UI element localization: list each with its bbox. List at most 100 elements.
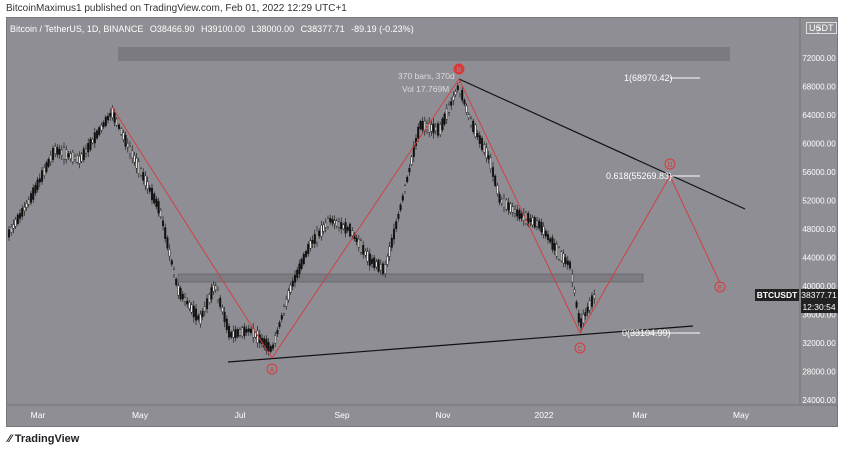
candle-body	[32, 187, 35, 200]
candle-body	[311, 239, 314, 244]
candle-body	[569, 261, 572, 269]
candle-body	[549, 238, 552, 243]
candle-body	[430, 124, 433, 132]
candle-body	[89, 138, 92, 150]
candle-body	[36, 179, 39, 190]
candle-body	[547, 234, 550, 240]
fib-label-1: 1(68970.42)	[624, 73, 673, 83]
candle-body	[58, 149, 61, 155]
candle-body	[448, 104, 451, 113]
candle-body	[98, 127, 101, 136]
candle-body	[126, 143, 129, 148]
candle-body	[465, 105, 468, 113]
candle-body	[95, 130, 98, 139]
candle-body	[406, 176, 409, 182]
wave-label-c[interactable]: C	[574, 342, 586, 354]
current-price-label[interactable]: BTCUSDT 38377.71 12:30:54	[755, 289, 838, 313]
candle-body	[395, 221, 398, 230]
candle-body	[441, 118, 444, 131]
high-value: H39100.00	[200, 24, 246, 34]
candle-body	[47, 159, 50, 167]
candle-body	[368, 253, 371, 266]
candle-body	[324, 222, 327, 228]
candle-body	[496, 185, 499, 194]
elliott-wave-path[interactable]	[111, 78, 721, 359]
candle-body	[397, 214, 400, 219]
candle-body	[197, 315, 200, 320]
tradingview-logo[interactable]: ⁄⁄ TradingView	[8, 433, 80, 445]
candle-body	[294, 274, 297, 283]
candle-body	[278, 322, 281, 328]
candle-body	[461, 90, 464, 101]
wave-label-b[interactable]: B	[453, 63, 465, 75]
candle-body	[27, 199, 30, 205]
lower-trendline[interactable]	[227, 325, 694, 363]
symbol-info: Bitcoin / TetherUS, 1D, BINANCE O38466.9…	[10, 24, 418, 34]
candle-body	[432, 123, 435, 134]
candle-body	[172, 269, 175, 276]
candle-body	[205, 298, 208, 309]
candle-body	[179, 287, 182, 300]
candle-body	[470, 118, 473, 126]
svg-text:A: A	[270, 367, 275, 374]
price-tag-bg	[801, 289, 838, 313]
svg-text:E: E	[718, 285, 723, 292]
symbol-name: Bitcoin / TetherUS, 1D, BINANCE	[10, 24, 144, 34]
price-tick-label: 40000.00	[802, 282, 836, 291]
candle-body	[208, 294, 211, 303]
price-tick-label: 44000.00	[802, 254, 836, 263]
candle-body	[316, 230, 319, 243]
candle-body	[137, 161, 140, 174]
candle-body	[148, 187, 151, 192]
wave-label-a[interactable]: A	[266, 363, 278, 375]
candle-body	[157, 201, 160, 214]
candle-body	[362, 245, 365, 255]
candle-body	[76, 155, 79, 163]
candle-body	[283, 306, 286, 314]
candle-body	[230, 331, 233, 338]
time-tick-label: Mar	[31, 410, 46, 420]
candle-body	[63, 147, 66, 160]
candle-body	[274, 335, 277, 344]
candle-body	[333, 220, 336, 225]
candle-body	[443, 113, 446, 125]
candle-body	[159, 210, 162, 218]
wave-label-e[interactable]: E	[714, 281, 726, 293]
candle-body	[408, 167, 411, 173]
time-tick-label: Mar	[633, 410, 648, 420]
candle-body	[417, 126, 420, 139]
candle-body	[236, 329, 239, 337]
candle-body	[214, 285, 217, 290]
candle-body	[170, 260, 173, 265]
candle-body	[518, 210, 521, 220]
candle-body	[355, 237, 358, 243]
wave-label-d[interactable]: D	[664, 158, 676, 170]
chart-area[interactable]	[6, 17, 838, 427]
candle-body	[410, 156, 413, 165]
candle-body	[577, 313, 580, 323]
time-tick-label: May	[733, 410, 750, 420]
upper-trendline[interactable]	[458, 78, 746, 210]
bars-info: 370 bars, 370d	[398, 71, 455, 81]
candle-body	[201, 310, 204, 317]
candle-body	[67, 153, 70, 158]
candle-body	[505, 199, 508, 210]
candle-body	[65, 149, 68, 160]
currency-tag[interactable]: USDT	[806, 22, 837, 34]
price-axis[interactable]: 72000.00 68000.00 64000.00 60000.00 56000.00…	[802, 54, 836, 405]
time-axis[interactable]: Mar May Jul Sep Nov 2022 Mar May	[31, 410, 750, 420]
candle-body	[500, 199, 503, 204]
candle-body	[580, 318, 583, 328]
candle-body	[135, 157, 138, 169]
fib-label-0618: 0.618(55269.83)	[606, 171, 672, 181]
candle-body	[421, 121, 424, 131]
candle-body	[221, 307, 224, 313]
candle-body	[382, 263, 385, 274]
candle-body	[393, 228, 396, 240]
candle-body	[16, 214, 19, 225]
candle-body	[467, 114, 470, 118]
candle-body	[87, 143, 90, 153]
candle-body	[84, 148, 87, 154]
candle-body	[238, 329, 241, 336]
